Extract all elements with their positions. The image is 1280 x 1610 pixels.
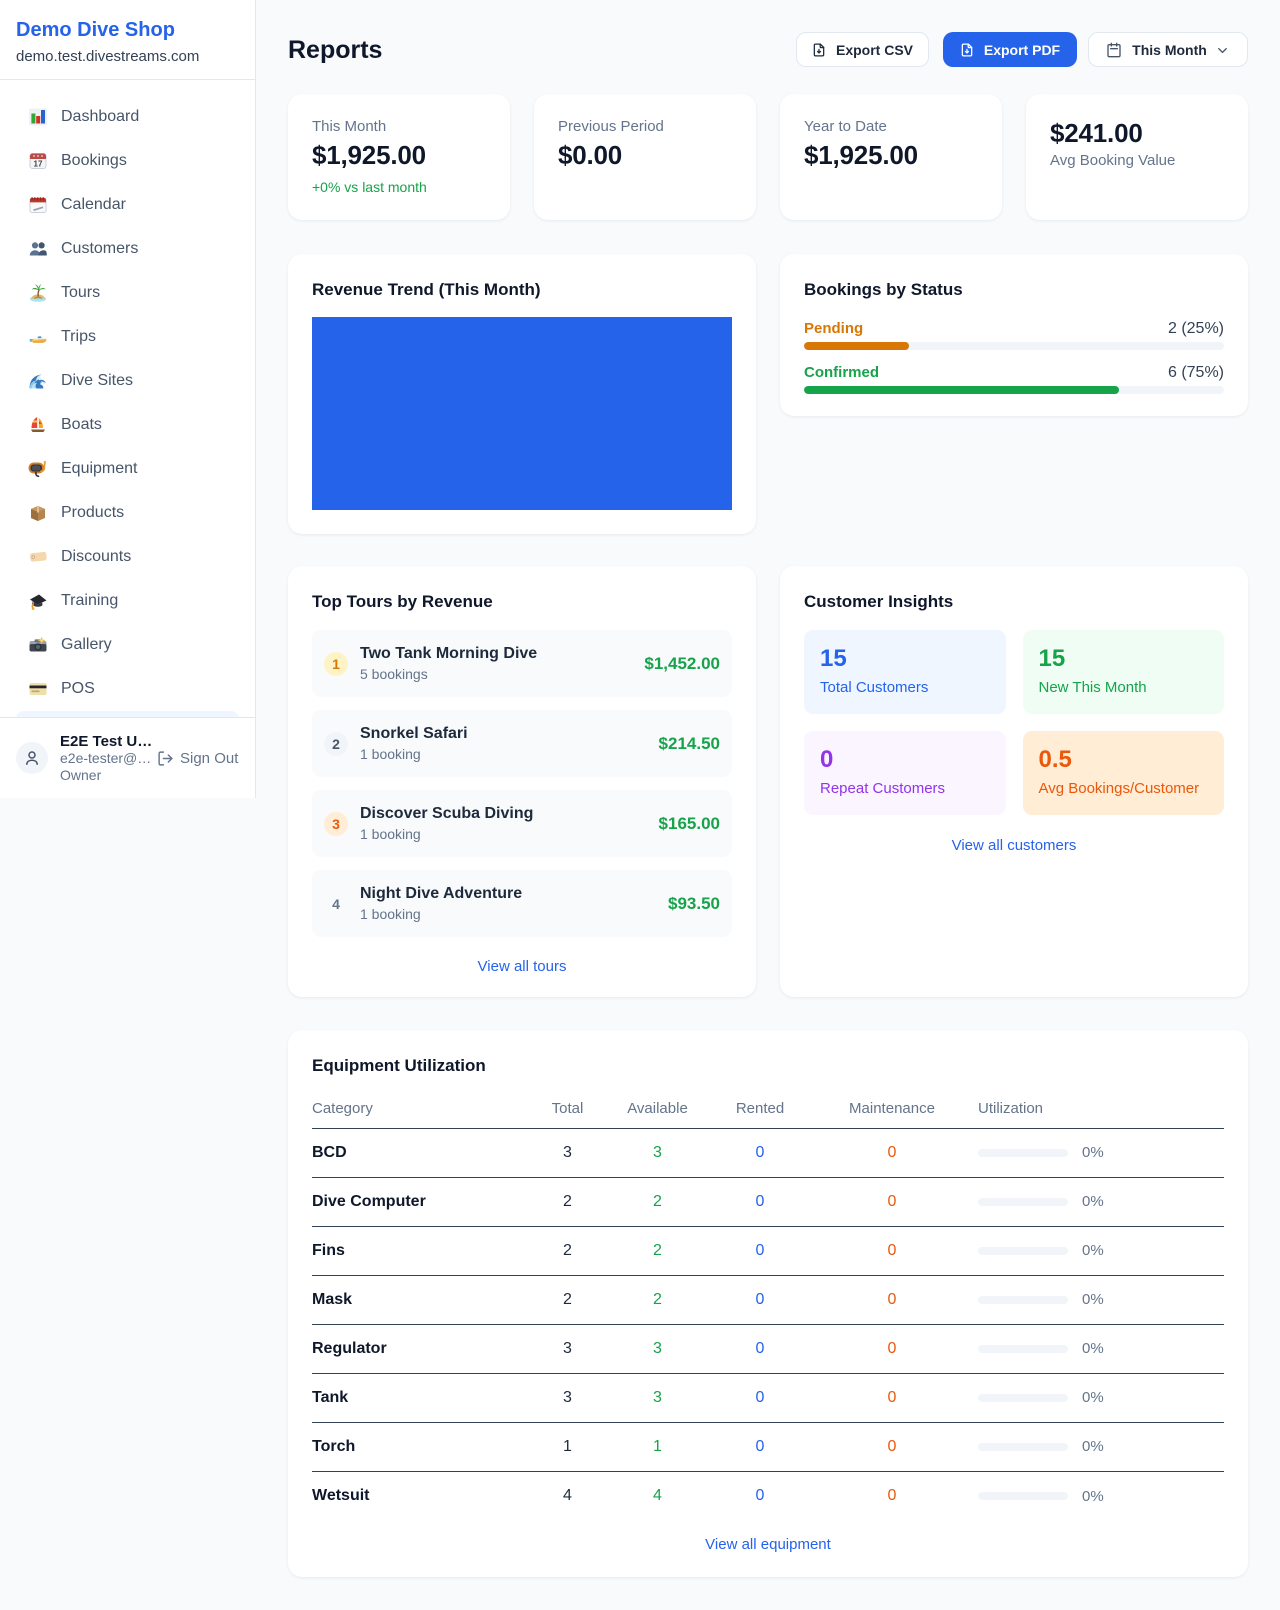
- svg-text:17: 17: [34, 160, 43, 169]
